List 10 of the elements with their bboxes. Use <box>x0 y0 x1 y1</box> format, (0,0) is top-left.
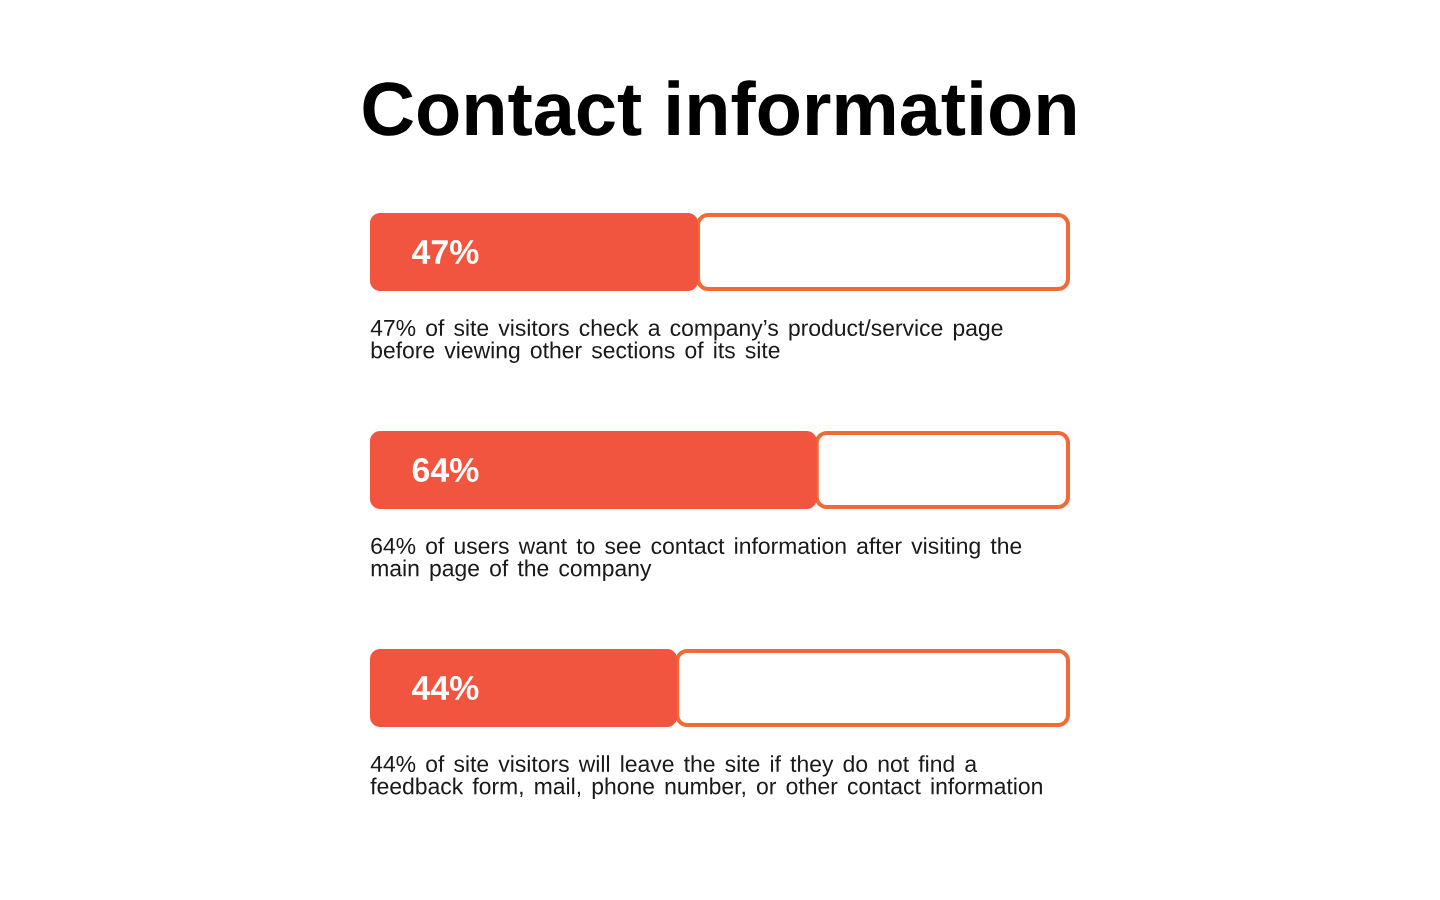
bar <box>370 649 678 727</box>
y-tick-label: 64% of users want to see contact information after visiting the main page of the company <box>371 537 1022 581</box>
data-label: 47% <box>412 240 479 264</box>
y-tick-label: 47% of site visitors check a company’s product/service page before viewing other sections of its site <box>370 319 1003 363</box>
data-label: 64% <box>412 457 479 482</box>
chart-title: Contact information <box>363 80 1075 136</box>
y-tick-label: 44% of site visitors will leave the site if they do not find a feedback form, mail, phone number, or other contact information <box>370 755 1042 799</box>
bar <box>370 212 699 291</box>
bar <box>370 431 817 509</box>
data-label: 44% <box>412 676 479 700</box>
